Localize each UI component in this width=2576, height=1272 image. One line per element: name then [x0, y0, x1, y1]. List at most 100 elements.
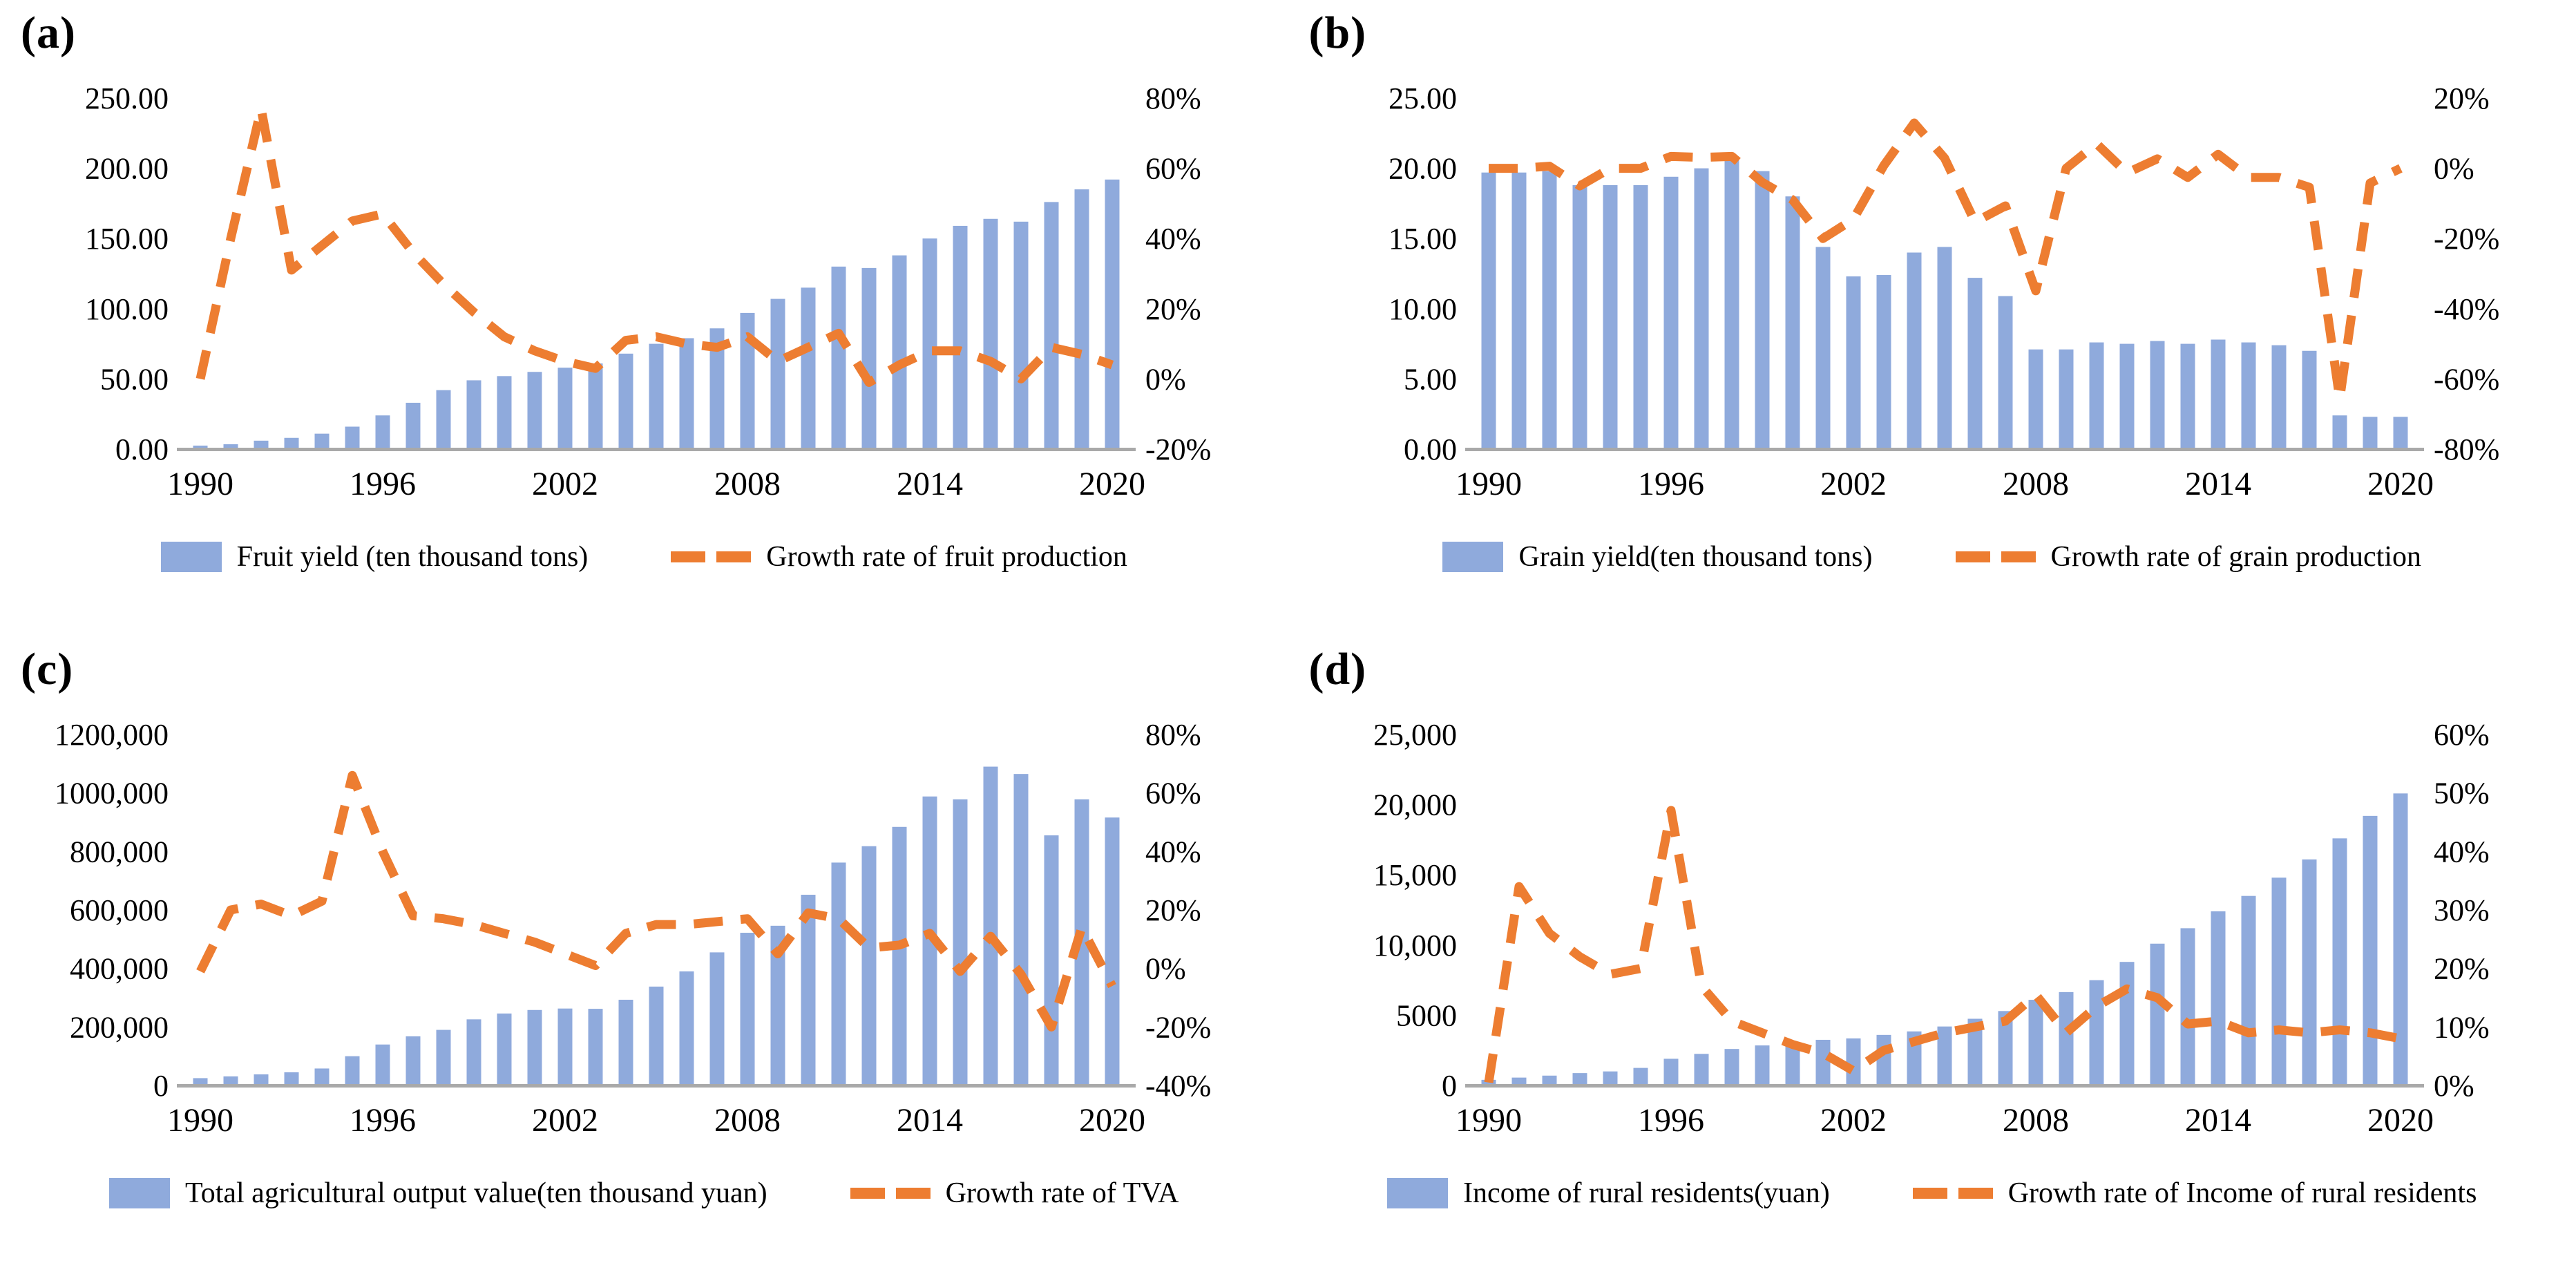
growth-rate-dashed-line	[195, 104, 1114, 387]
bar-2003	[1876, 275, 1891, 449]
bar-2020	[2393, 792, 2407, 1085]
right-axis-tick-label: 40%	[2434, 835, 2490, 868]
bar-2019	[2363, 417, 2377, 449]
legend-item-bar: Fruit yield (ten thousand tons)	[160, 540, 589, 573]
legend-label-line: Growth rate of fruit production	[766, 541, 1127, 573]
bar-2000	[1785, 196, 1800, 449]
bar-swatch-icon	[160, 542, 222, 572]
bar-2004	[1907, 252, 1921, 449]
right-axis-tick-label: 40%	[1145, 835, 1201, 868]
right-axis-tick-label: -20%	[2434, 222, 2499, 256]
bar-2007	[709, 951, 725, 1085]
bar-2002	[1846, 276, 1860, 449]
x-axis-tick-label: 2020	[2367, 1102, 2434, 1139]
legend-item-line: Growth rate of fruit production	[671, 540, 1127, 573]
left-axis-tick-label: 1200,000	[55, 718, 169, 752]
bar-2011	[2119, 961, 2134, 1085]
right-axis-tick-label: 80%	[1145, 82, 1201, 115]
bar-1999	[466, 1018, 481, 1085]
right-axis-tick-label: 60%	[1145, 152, 1201, 186]
panel-letter-c: (c)	[21, 643, 74, 694]
legend-label-bar: Fruit yield (ten thousand tons)	[236, 541, 589, 573]
dashed-line-swatch-icon	[850, 1187, 931, 1199]
legend-label-line: Growth rate of grain production	[2050, 541, 2422, 573]
grain-yield-combo-chart: 0.00 5.00 10.00 15.00 20.00 25.00 -80% -60% -40%…	[1389, 82, 2499, 502]
bar-2015	[953, 225, 968, 449]
bar-1993	[1572, 184, 1587, 449]
legend-label-line: Growth rate of Income of rural residents	[2007, 1177, 2477, 1209]
left-axis-tick-label: 150.00	[85, 222, 169, 256]
bar-1997	[406, 1036, 421, 1085]
bar-2014	[2211, 339, 2225, 449]
bar-2015	[953, 799, 968, 1085]
panel-a: (a) 0.00 50.00 100.00 150.00 200.00 250.00 -20…	[0, 0, 1288, 636]
bar-2010	[2089, 342, 2103, 449]
right-axis-tick-label: 20%	[1145, 292, 1201, 326]
bar-1997	[406, 402, 421, 449]
right-axis-tick-label: 60%	[2434, 718, 2490, 752]
legend-label-line: Growth rate of TVA	[945, 1177, 1179, 1209]
bar-1992	[1542, 171, 1556, 449]
x-axis-tick-label: 1990	[167, 1102, 233, 1139]
x-axis-tick-label: 1996	[1638, 466, 1704, 502]
bar-1994	[314, 1067, 330, 1085]
left-axis-tick-label: 15.00	[1389, 222, 1457, 256]
bar-2012	[861, 267, 877, 449]
left-axis-tick-label: 0	[153, 1069, 169, 1103]
left-axis-tick-label: 0	[1442, 1069, 1457, 1103]
x-axis-tick-label: 2002	[1820, 466, 1887, 502]
x-axis-tick-label: 2002	[532, 466, 598, 502]
bar-1997	[1694, 1053, 1708, 1085]
bar-series	[193, 179, 1120, 449]
bar-2018	[2332, 415, 2347, 449]
bar-1998	[436, 1029, 451, 1085]
panel-c: (c) 0 200,000 400,000 600,000 800,000 1000,00…	[0, 636, 1288, 1272]
x-axis-tick-label: 1996	[350, 1102, 416, 1139]
right-axis-tick-label: 0%	[2434, 152, 2474, 186]
left-axis-tick-label: 10,000	[1373, 928, 1457, 962]
x-axis-tick-label: 1990	[1456, 466, 1522, 502]
bar-2017	[1013, 773, 1029, 1085]
left-axis-tick-label: 20.00	[1389, 152, 1457, 186]
legend-item-line: Growth rate of grain production	[1955, 540, 2422, 573]
legend-label-bar: Grain yield(ten thousand tons)	[1518, 541, 1873, 573]
bar-1998	[1724, 160, 1739, 449]
legend-item-line: Growth rate of Income of rural residents	[1912, 1177, 2477, 1210]
legend-item-line: Growth rate of TVA	[850, 1177, 1179, 1210]
panel-letter-d: (d)	[1308, 643, 1367, 694]
bar-2008	[2028, 349, 2043, 449]
bar-1993	[284, 1072, 299, 1085]
bar-1999	[1755, 171, 1769, 449]
bar-1990	[193, 445, 208, 449]
bar-1992	[254, 440, 269, 449]
bar-2003	[588, 1008, 603, 1085]
bar-2004	[618, 999, 633, 1085]
bar-2007	[709, 328, 725, 449]
bar-2014	[2211, 911, 2225, 1085]
bar-2013	[2180, 927, 2195, 1085]
panel-d: (d) 0 5000 10,000 15,000 20,000 25,000 0% 10% 20…	[1288, 636, 2576, 1272]
x-axis-tick-label: 2020	[1079, 1102, 1145, 1139]
legend-item-bar: Income of rural residents(yuan)	[1387, 1177, 1830, 1210]
x-axis-tick-label: 2014	[2185, 1102, 2251, 1139]
dashed-line-swatch-icon	[671, 551, 752, 562]
bar-2009	[2059, 991, 2073, 1085]
bar-1994	[314, 433, 330, 449]
panel-letter-b: (b)	[1308, 8, 1367, 58]
left-axis-tick-label: 0.00	[1404, 433, 1457, 466]
bar-2002	[1846, 1038, 1860, 1085]
x-axis-tick-label: 1990	[167, 466, 233, 502]
left-axis-tick-label: 10.00	[1389, 292, 1457, 326]
legend-label-bar: Income of rural residents(yuan)	[1463, 1177, 1830, 1209]
left-axis-tick-label: 250.00	[85, 82, 169, 115]
agricultural-output-combo-chart: 0 200,000 400,000 600,000 800,000 1000,000 120…	[55, 718, 1211, 1139]
bar-1998	[1724, 1048, 1739, 1085]
bar-2016	[2271, 345, 2286, 449]
x-axis-tick-label: 2014	[2185, 466, 2251, 502]
bar-2017	[2302, 350, 2316, 449]
right-axis-tick-label: 40%	[1145, 222, 1201, 256]
bar-2000	[497, 376, 512, 449]
growth-rate-dashed-line	[1484, 806, 2401, 1083]
bar-1992	[254, 1074, 269, 1085]
bar-2006	[679, 338, 694, 449]
